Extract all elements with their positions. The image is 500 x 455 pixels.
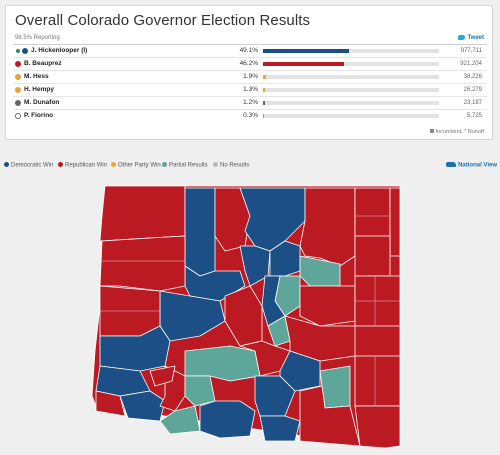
- county-region[interactable]: [284, 315, 356, 362]
- tweet-button[interactable]: Tweet: [458, 35, 484, 41]
- party-dot-icon: [15, 87, 21, 93]
- vote-bar-fill: [263, 88, 266, 92]
- national-view-label: National View: [458, 162, 497, 169]
- map-legend: Democratic Win Republican Win Other Part…: [0, 160, 500, 174]
- legend-rep: Republican Win: [58, 162, 107, 169]
- county-region[interactable]: [149, 365, 176, 387]
- county-region[interactable]: [199, 400, 256, 439]
- candidate-name: M. Dunafon: [24, 99, 60, 106]
- candidate-row: P. Fiorino 0.3% 5,725: [13, 109, 487, 122]
- county-region[interactable]: [99, 185, 186, 242]
- county-region[interactable]: [184, 187, 216, 277]
- candidate-row: J. Hickenlooper (I) 49.1% 977,711: [13, 44, 487, 57]
- county-region[interactable]: [259, 415, 301, 442]
- footnote-text: Incumbent, * Runoff: [435, 129, 484, 135]
- vote-bar-fill: [263, 62, 345, 66]
- county-region[interactable]: [354, 235, 391, 277]
- legend-partial-label: Partial Results: [169, 162, 208, 169]
- candidate-name: M. Hess: [24, 73, 49, 80]
- vote-bar: [263, 62, 439, 66]
- county-region[interactable]: [184, 375, 216, 407]
- partial-swatch-icon: [162, 162, 167, 167]
- party-dot-icon: [15, 61, 21, 67]
- page-title: Overall Colorado Governor Election Resul…: [15, 12, 311, 29]
- reporting-status: 98.5% Reporting: [15, 35, 60, 41]
- winner-check-icon: [15, 48, 21, 54]
- legend-none-label: No Results: [220, 162, 250, 169]
- party-dot-icon: [15, 74, 21, 80]
- legend-none: No Results: [213, 162, 249, 169]
- candidate-name: J. Hickenlooper (I): [31, 47, 88, 54]
- candidate-votes: 38,226: [463, 74, 482, 80]
- incumbent-icon: [430, 129, 435, 133]
- footnote: Incumbent, * Runoff: [430, 129, 484, 135]
- county-region[interactable]: [354, 405, 401, 449]
- candidate-pct: 1.9%: [243, 73, 258, 80]
- candidate-votes: 977,711: [460, 48, 482, 54]
- candidate-row: M. Hess 1.9% 38,226: [13, 70, 487, 83]
- vote-bar: [263, 101, 439, 105]
- candidate-row: M. Dunafon 1.2% 23,187: [13, 96, 487, 109]
- legend-other: Other Party Win: [111, 162, 161, 169]
- legend-dem: Democratic Win: [4, 162, 53, 169]
- legend-dem-label: Democratic Win: [11, 162, 54, 169]
- candidate-votes: 26,279: [463, 87, 482, 93]
- vote-bar-fill: [263, 75, 267, 79]
- candidate-pct: 1.2%: [243, 99, 258, 106]
- vote-bar: [263, 49, 439, 53]
- none-swatch-icon: [213, 162, 218, 167]
- rep-swatch-icon: [58, 162, 63, 167]
- vote-bar-fill: [263, 101, 266, 105]
- county-region[interactable]: [354, 187, 391, 239]
- legend-partial: Partial Results: [162, 162, 208, 169]
- candidate-name: P. Fiorino: [24, 112, 54, 119]
- twitter-icon: [458, 35, 466, 40]
- county-region[interactable]: [119, 390, 166, 422]
- candidate-votes: 5,725: [466, 113, 482, 119]
- dem-swatch-icon: [4, 162, 9, 167]
- legend-rep-label: Republican Win: [65, 162, 108, 169]
- candidate-pct: 46.2%: [239, 60, 258, 67]
- county-region[interactable]: [299, 187, 356, 267]
- county-region[interactable]: [299, 385, 361, 447]
- county-region[interactable]: [354, 355, 401, 407]
- candidate-pct: 0.3%: [243, 112, 258, 119]
- results-panel: Overall Colorado Governor Election Resul…: [5, 5, 493, 140]
- county-region[interactable]: [389, 187, 401, 257]
- candidate-pct: 49.1%: [239, 47, 258, 54]
- party-dot-icon: [22, 48, 28, 54]
- candidate-name: H. Hempy: [24, 86, 54, 93]
- party-dot-icon: [15, 113, 21, 119]
- county-region[interactable]: [95, 390, 126, 417]
- county-region[interactable]: [99, 235, 186, 292]
- legend-other-label: Other Party Win: [118, 162, 161, 169]
- party-dot-icon: [15, 100, 21, 106]
- colorado-map: [91, 185, 401, 449]
- other-swatch-icon: [111, 162, 116, 167]
- candidate-row: B. Beauprez 46.2% 921,204: [13, 57, 487, 70]
- vote-bar: [263, 75, 439, 79]
- candidate-row: H. Hempy 1.3% 26,279: [13, 83, 487, 96]
- vote-bar-fill: [263, 114, 264, 118]
- national-view-link[interactable]: National View: [446, 162, 497, 169]
- county-region[interactable]: [159, 405, 201, 435]
- vote-bar-fill: [263, 49, 350, 53]
- candidate-name: B. Beauprez: [24, 60, 62, 67]
- candidate-list: J. Hickenlooper (I) 49.1% 977,711 B. Bea…: [13, 44, 487, 122]
- tweet-label: Tweet: [467, 35, 484, 42]
- county-region[interactable]: [299, 285, 356, 327]
- candidate-pct: 1.3%: [243, 86, 258, 93]
- county-region[interactable]: [184, 265, 246, 302]
- county-map: [0, 176, 500, 455]
- vote-bar: [263, 88, 439, 92]
- vote-bar: [263, 114, 439, 118]
- us-map-icon: [446, 162, 457, 167]
- candidate-votes: 921,204: [460, 61, 482, 67]
- candidate-votes: 23,187: [463, 100, 482, 106]
